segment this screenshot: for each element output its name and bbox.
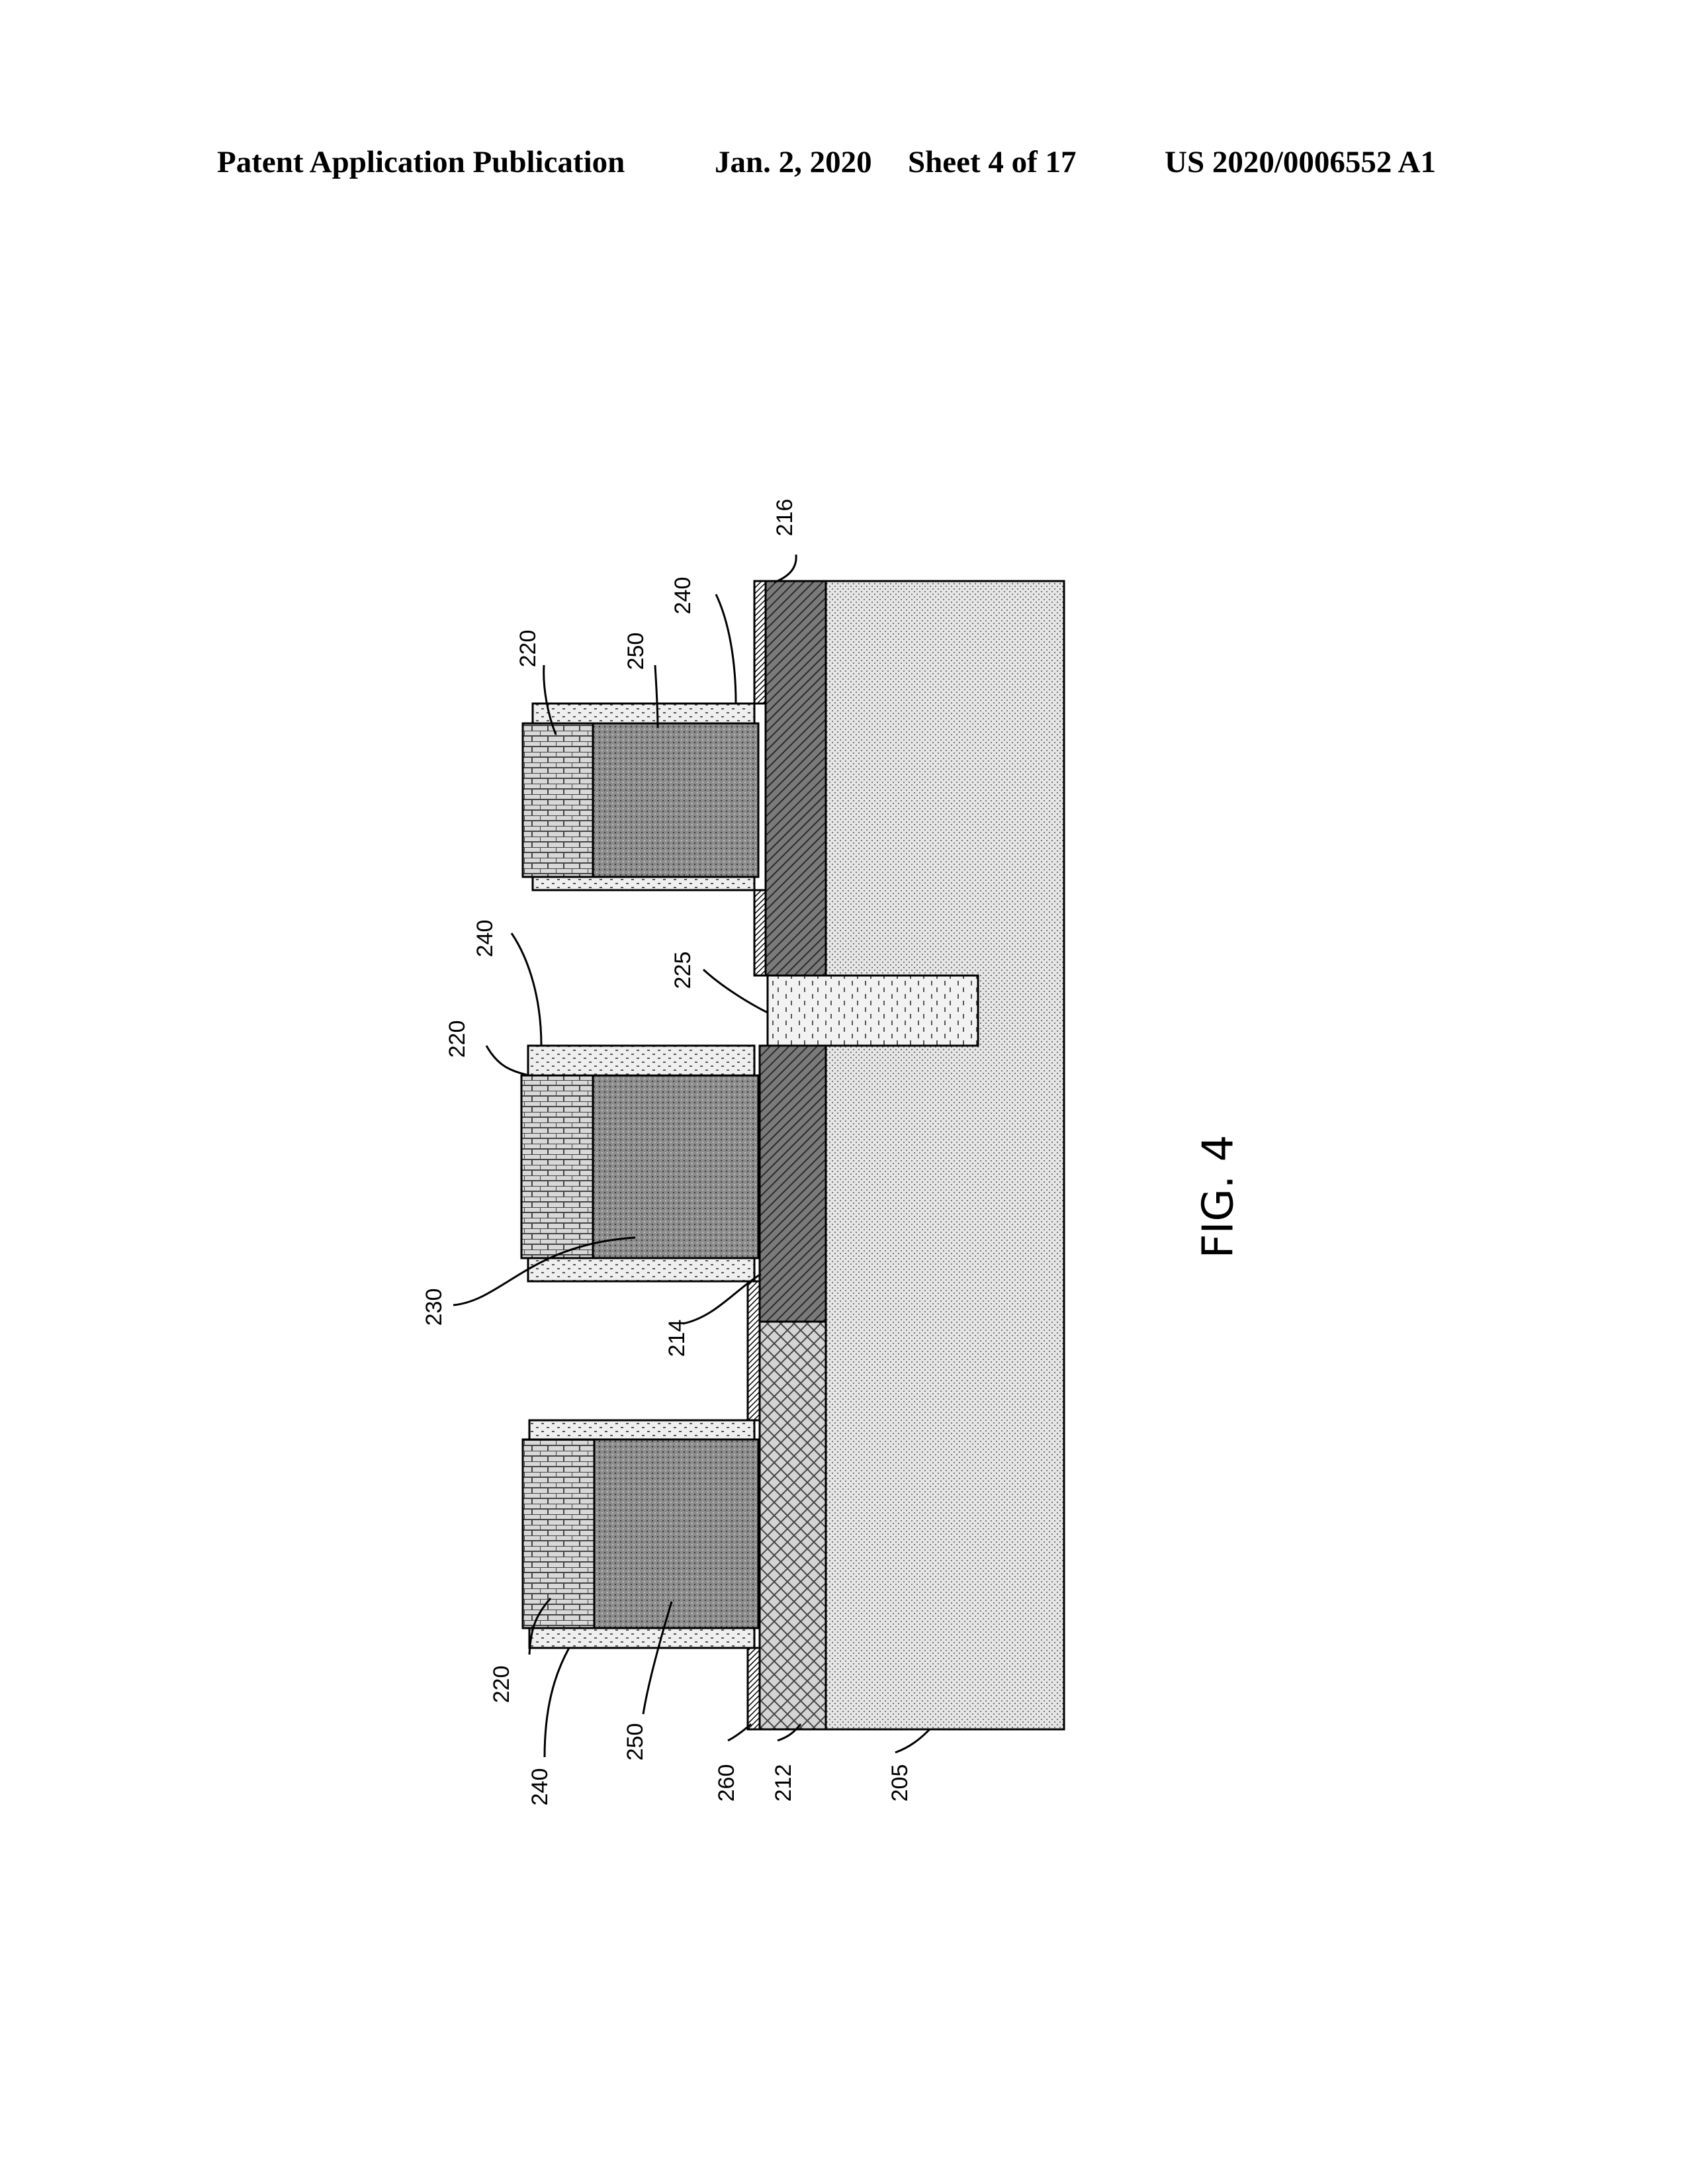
liner-260-a	[753, 580, 767, 705]
page-header: Patent Application Publication Jan. 2, 2…	[217, 144, 1461, 184]
cap-220-left	[521, 1438, 596, 1629]
figure-label: FIG. 4	[1194, 1135, 1243, 1259]
gate-250-left	[593, 1438, 760, 1629]
region-212	[758, 1320, 827, 1731]
leader-260	[727, 1723, 752, 1742]
leader-216	[774, 554, 797, 584]
ref-205: 205	[887, 1764, 913, 1802]
cap-220-mid	[520, 1074, 594, 1259]
publication-title: Patent Application Publication	[217, 145, 625, 179]
ref-214: 214	[664, 1320, 690, 1357]
ref-240-left: 240	[527, 1768, 553, 1806]
substrate-205	[825, 580, 1065, 1731]
leader-240-left	[543, 1647, 570, 1758]
liner-260-c	[746, 1280, 761, 1422]
ref-240-mid: 240	[472, 920, 498, 958]
gate-250-right	[592, 722, 760, 878]
cap-220-right	[521, 722, 594, 878]
ref-240-right: 240	[670, 577, 695, 615]
publication-date: Jan. 2, 2020	[715, 145, 872, 179]
isolation-225	[766, 974, 979, 1047]
sheet-number: Sheet 4 of 17	[908, 145, 1077, 179]
ref-250-left: 250	[623, 1723, 648, 1761]
ref-216: 216	[772, 499, 797, 537]
ref-212: 212	[771, 1764, 796, 1802]
region-216	[764, 580, 827, 977]
ref-220-right: 220	[515, 630, 541, 668]
leader-250-right	[654, 664, 659, 729]
leader-205	[895, 1728, 931, 1754]
ref-260: 260	[714, 1764, 739, 1802]
leader-220-mid	[485, 1045, 530, 1077]
liner-260-d	[746, 1647, 761, 1731]
leader-214	[682, 1273, 762, 1325]
gate-230-mid	[592, 1074, 760, 1259]
ref-220-left: 220	[489, 1666, 514, 1704]
leader-220-right	[543, 664, 557, 735]
leader-240-right	[715, 594, 737, 704]
leader-225	[702, 968, 768, 1014]
leader-230	[453, 1236, 636, 1306]
leader-240-mid	[510, 933, 543, 1046]
ref-225: 225	[670, 952, 695, 989]
leader-250-left	[642, 1601, 673, 1715]
leader-212	[777, 1723, 802, 1742]
leader-220-left	[528, 1598, 552, 1655]
ref-250-right: 250	[623, 633, 648, 670]
liner-260-b	[753, 889, 767, 977]
ref-230: 230	[422, 1289, 447, 1326]
publication-number: US 2020/0006552 A1	[1165, 145, 1436, 179]
region-214	[758, 1044, 827, 1323]
ref-220-mid: 220	[445, 1021, 470, 1058]
